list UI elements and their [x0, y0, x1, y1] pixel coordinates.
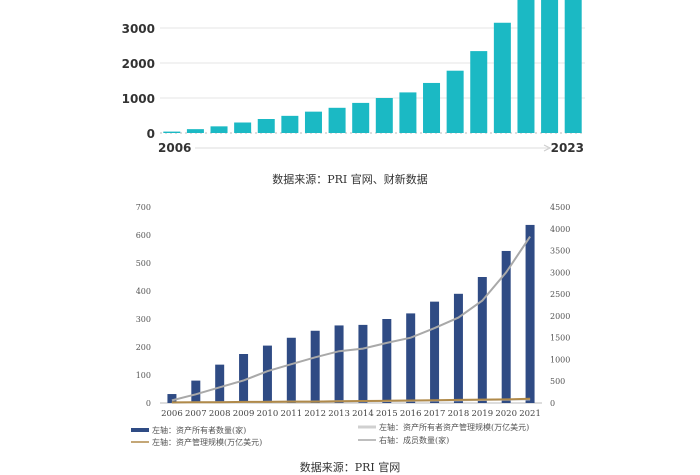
- y-tick-label: 0: [147, 127, 155, 141]
- left-tick-label: 100: [136, 371, 151, 380]
- x-tick-label: 2011: [280, 409, 302, 419]
- bar-2007: [186, 129, 204, 133]
- bar-2014: [358, 324, 368, 403]
- bar-2022: [541, 0, 559, 133]
- line-series-2: [171, 397, 531, 404]
- legend-swatch: [131, 428, 149, 432]
- x-tick-label: 2012: [304, 409, 326, 419]
- left-tick-label: 500: [136, 259, 151, 268]
- legend-label: 右轴：成员数量(家): [379, 435, 449, 445]
- line-series-3: [171, 236, 531, 402]
- bar-2017: [430, 301, 440, 403]
- bar-2008: [215, 364, 225, 403]
- bar-2018: [446, 70, 464, 133]
- bar-2013: [328, 107, 346, 133]
- bar-2015: [382, 319, 392, 403]
- x-tick-label: 2019: [471, 409, 493, 419]
- x-tick-label: 2010: [257, 409, 279, 419]
- x-start-label: 2006: [158, 141, 191, 155]
- x-tick-label: 2013: [328, 409, 350, 419]
- x-tick-label: 2018: [448, 409, 470, 419]
- bar-2007: [191, 380, 201, 403]
- legend-label: 左轴：资产管理规模(万亿美元): [152, 437, 262, 447]
- bar-2006: [167, 394, 177, 403]
- bar-2019: [470, 51, 488, 133]
- x-tick-label: 2009: [233, 409, 255, 419]
- bar-2011: [281, 115, 299, 133]
- bar-2014: [352, 102, 370, 133]
- x-tick-label: 2015: [376, 409, 398, 419]
- left-tick-label: 700: [136, 203, 151, 212]
- x-tick-label: 2007: [185, 409, 207, 419]
- bar-2019: [477, 277, 487, 403]
- bar-2018: [453, 293, 463, 403]
- left-tick-label: 300: [136, 315, 151, 324]
- bar-2012: [304, 111, 322, 133]
- bar-2010: [262, 345, 272, 403]
- x-tick-label: 2014: [352, 409, 374, 419]
- bar-2023: [564, 0, 582, 133]
- right-tick-label: 2000: [550, 312, 570, 321]
- x-tick-label: 2016: [400, 409, 422, 419]
- right-tick-label: 1000: [550, 355, 570, 364]
- bar-2021: [517, 0, 535, 133]
- bar-2012: [310, 330, 320, 403]
- legend-label: 左轴：资产所有者资产管理规模(万亿美元): [379, 422, 529, 432]
- right-tick-label: 1500: [550, 334, 570, 343]
- x-tick-label: 2021: [519, 409, 541, 419]
- left-tick-label: 400: [136, 287, 151, 296]
- left-tick-label: 600: [136, 231, 151, 240]
- bar-2008: [210, 126, 228, 133]
- right-tick-label: 500: [550, 377, 565, 386]
- y-tick-label: 3000: [122, 22, 155, 36]
- right-tick-label: 3500: [550, 247, 570, 256]
- bar-2017: [423, 82, 441, 133]
- bar-2009: [234, 122, 252, 133]
- bar-2013: [334, 325, 344, 403]
- bar-2021: [525, 224, 535, 403]
- left-tick-label: 200: [136, 343, 151, 352]
- bar-2009: [239, 354, 249, 403]
- right-tick-label: 4000: [550, 225, 570, 234]
- chart2-caption: 数据来源：PRI 官网: [299, 461, 401, 474]
- right-tick-label: 0: [550, 399, 555, 408]
- bar-2011: [286, 337, 296, 403]
- right-tick-label: 3000: [550, 268, 570, 277]
- x-tick-label: 2008: [209, 409, 231, 419]
- bar-2010: [257, 119, 275, 133]
- bar-2016: [406, 313, 416, 403]
- bar-2016: [399, 92, 417, 133]
- x-tick-label: 2006: [161, 409, 183, 419]
- y-tick-label: 1000: [122, 92, 155, 106]
- bar-2020: [501, 250, 511, 403]
- bar-2006: [163, 131, 181, 133]
- x-tick-label: 2020: [495, 409, 517, 419]
- x-end-label: 2023: [551, 141, 584, 155]
- y-tick-label: 2000: [122, 57, 155, 71]
- left-tick-label: 0: [146, 399, 151, 408]
- bar-2020: [493, 22, 511, 133]
- bar-2015: [375, 98, 393, 133]
- legend-label: 左轴：资产所有者数量(家): [152, 425, 246, 435]
- chart1-caption: 数据来源：PRI 官网、财新数据: [272, 173, 428, 186]
- x-tick-label: 2017: [424, 409, 446, 419]
- arrow-head-icon: [543, 144, 552, 152]
- right-tick-label: 4500: [550, 203, 570, 212]
- right-tick-label: 2500: [550, 290, 570, 299]
